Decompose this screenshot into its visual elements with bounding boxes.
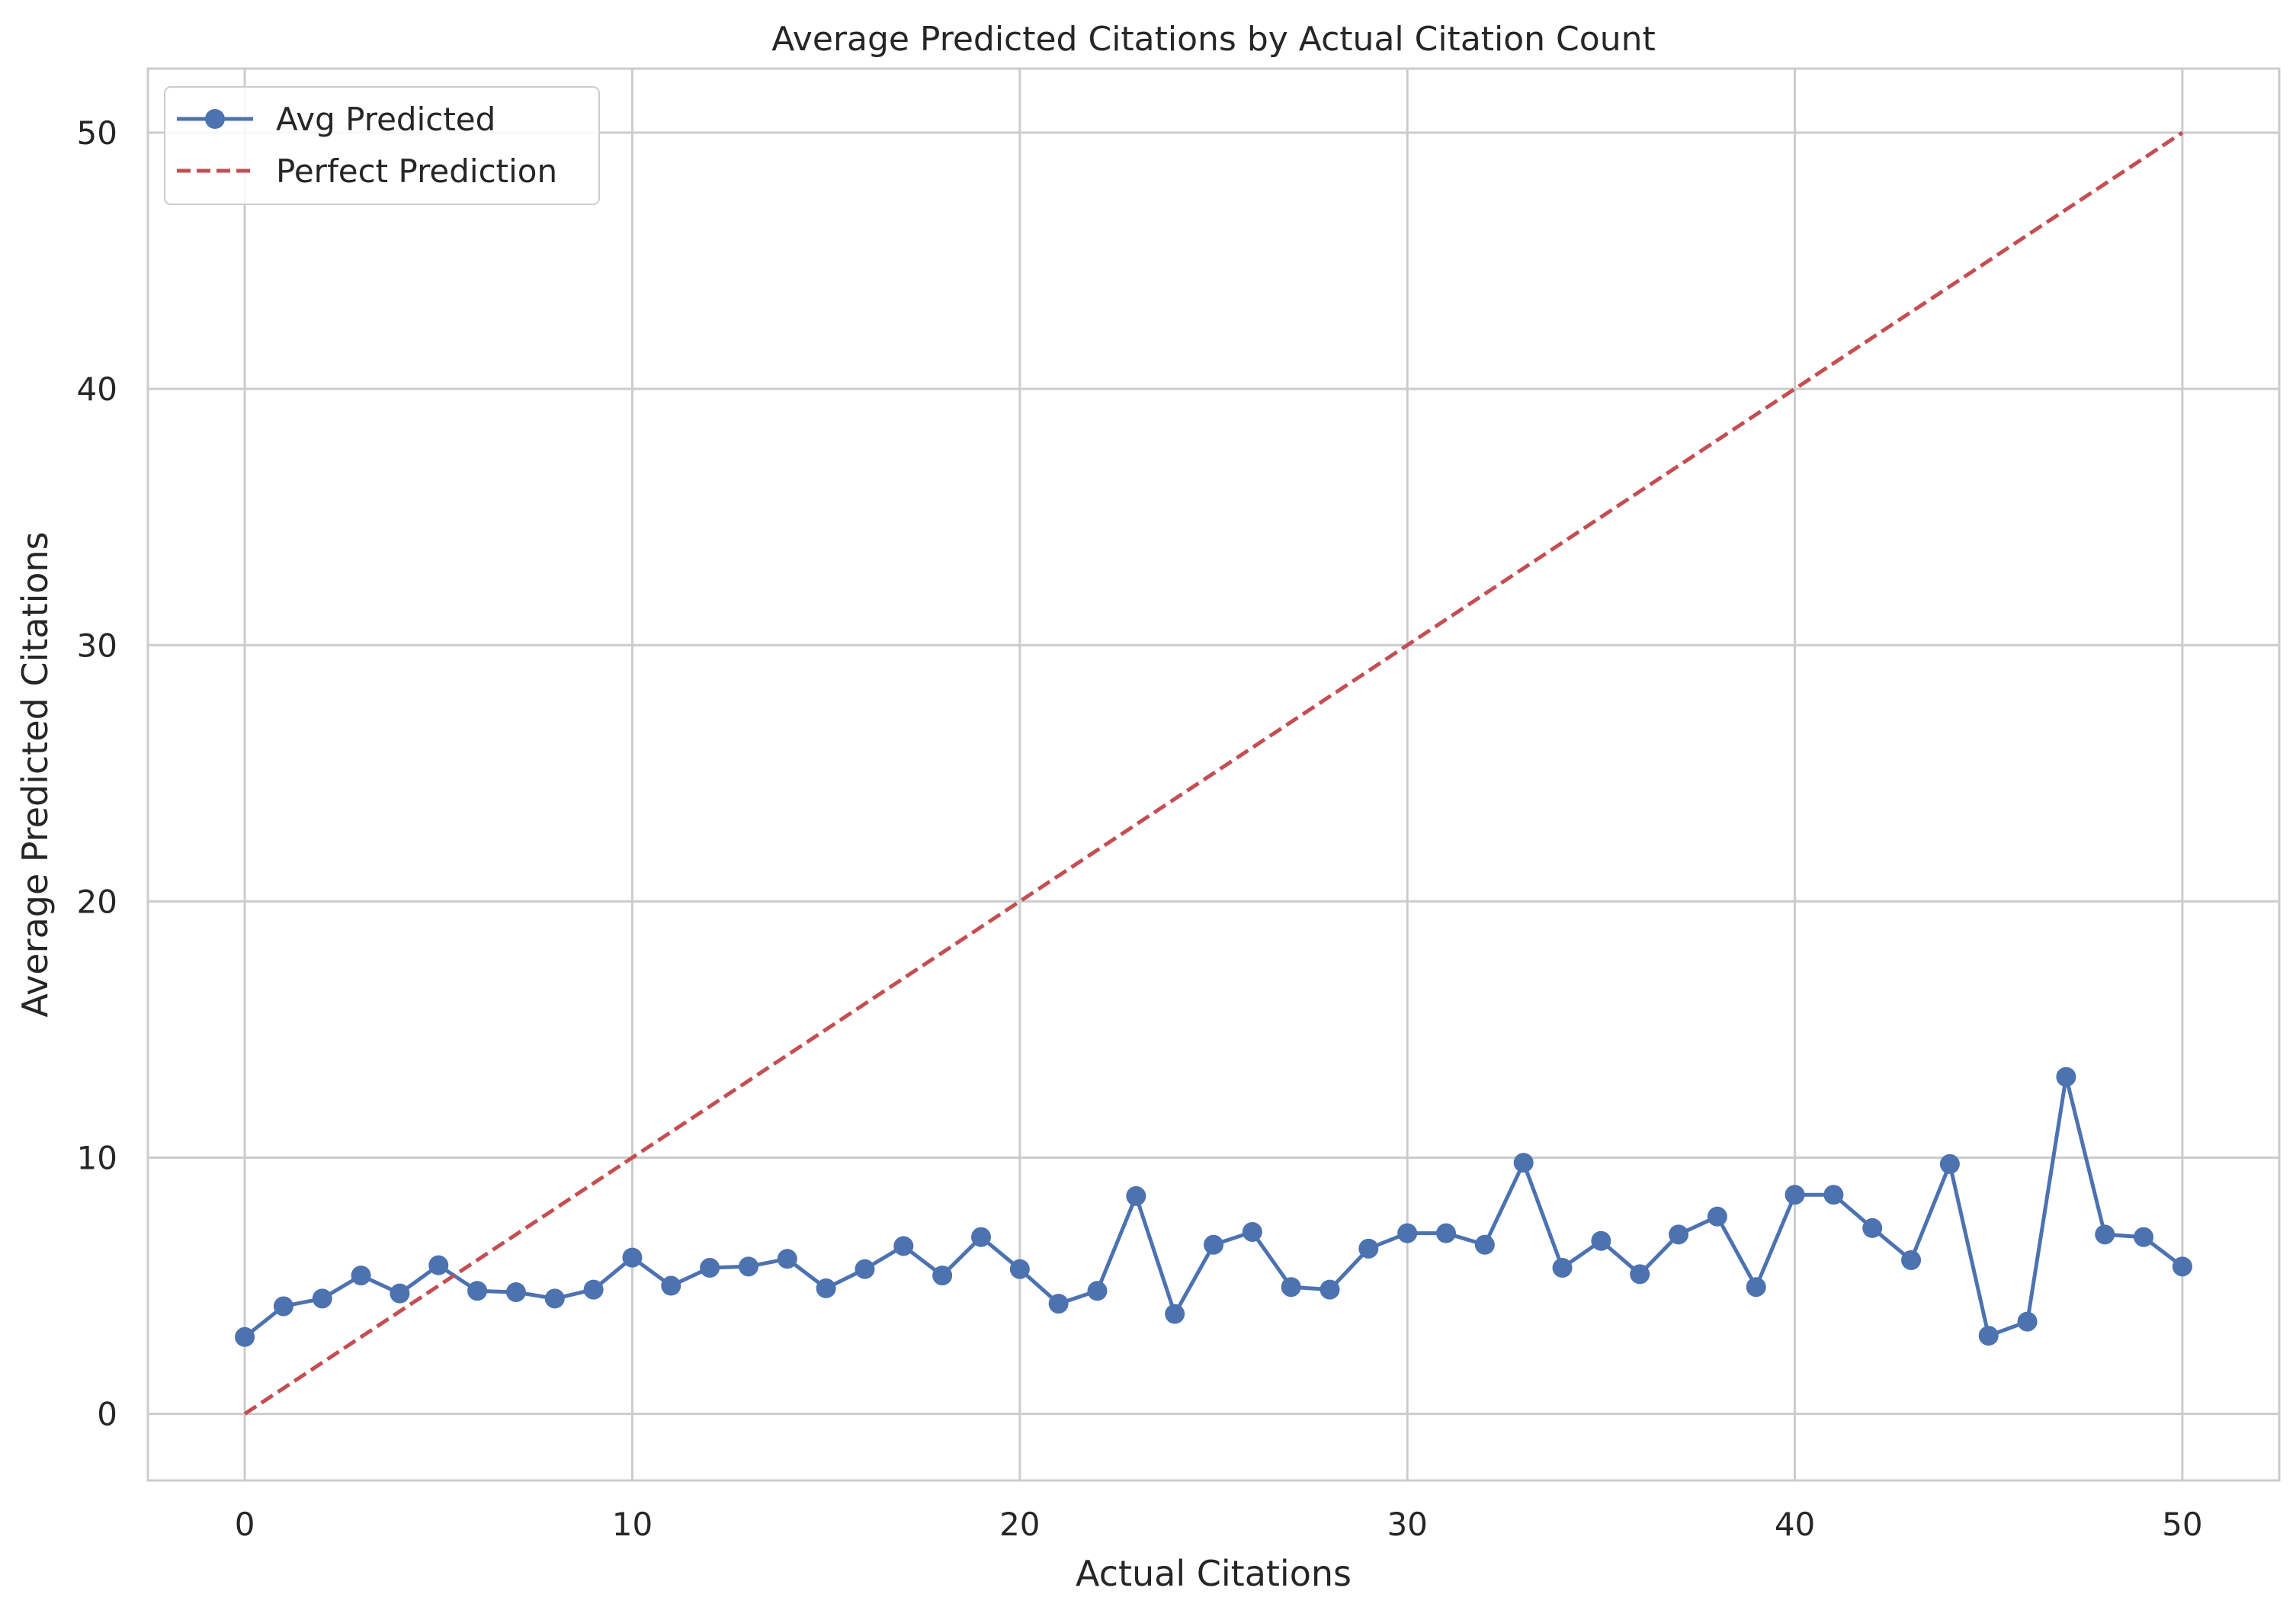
data-point — [1048, 1294, 1069, 1314]
plot-area-frame — [146, 67, 2281, 1482]
data-point — [1009, 1259, 1030, 1279]
x-tick-label: 40 — [1775, 1506, 1815, 1543]
data-point — [1862, 1217, 1883, 1238]
data-point — [1242, 1221, 1262, 1242]
data-point — [1746, 1277, 1766, 1298]
data-point — [661, 1275, 681, 1296]
data-point — [505, 1282, 526, 1302]
legend-label-avg-predicted: Avg Predicted — [276, 101, 495, 138]
series-layer — [235, 130, 2192, 1416]
data-point — [1320, 1279, 1340, 1300]
legend-marker-avg-predicted — [205, 109, 225, 129]
data-point — [1785, 1185, 1805, 1205]
data-point — [738, 1256, 758, 1277]
data-point — [351, 1266, 371, 1286]
y-tick-label: 30 — [77, 627, 117, 664]
series-line-avg-predicted — [243, 1075, 2184, 1339]
data-point — [816, 1278, 836, 1298]
y-tick-label: 40 — [77, 371, 117, 408]
data-point — [1978, 1326, 1999, 1346]
data-point — [1823, 1185, 1844, 1205]
data-point — [273, 1296, 293, 1317]
x-tick-label: 30 — [1387, 1506, 1427, 1543]
legend-label-perfect-prediction: Perfect Prediction — [276, 152, 557, 190]
tick-labels: 0 10 20 30 40 50 0 10 20 30 40 50 — [77, 114, 2203, 1543]
data-point — [390, 1283, 410, 1304]
data-point — [428, 1255, 449, 1275]
data-point — [544, 1288, 565, 1309]
data-point — [2095, 1224, 2115, 1245]
data-point — [2172, 1256, 2192, 1277]
data-point — [1126, 1185, 1146, 1206]
x-tick-label: 20 — [999, 1506, 1040, 1543]
x-tick-label: 50 — [2162, 1506, 2202, 1543]
data-point — [1397, 1223, 1418, 1243]
y-tick-label: 50 — [77, 114, 117, 152]
legend: Avg Predicted Perfect Prediction — [164, 86, 600, 205]
data-point — [970, 1227, 991, 1247]
x-axis-label: Actual Citations — [1076, 1553, 1352, 1594]
data-point — [1707, 1206, 1727, 1227]
data-point — [1630, 1264, 1650, 1285]
data-point — [1939, 1153, 1960, 1174]
y-axis-label: Average Predicted Citations — [14, 531, 56, 1017]
data-point — [312, 1288, 332, 1309]
data-point — [235, 1326, 255, 1347]
y-tick-label: 0 — [97, 1396, 117, 1433]
data-point — [583, 1279, 604, 1300]
data-point — [932, 1266, 953, 1286]
data-point — [1474, 1234, 1495, 1255]
data-point — [1591, 1230, 1611, 1251]
x-tick-label: 0 — [235, 1506, 255, 1543]
data-point — [1901, 1249, 1922, 1270]
data-point — [467, 1281, 488, 1301]
data-point — [622, 1247, 643, 1268]
data-point — [1281, 1277, 1301, 1298]
data-point — [2134, 1227, 2154, 1247]
data-point — [2017, 1311, 2038, 1332]
chart-title: Average Predicted Citations by Actual Ci… — [771, 20, 1655, 59]
data-point — [1165, 1304, 1185, 1324]
data-point — [893, 1236, 914, 1256]
data-point — [1358, 1238, 1379, 1259]
series-line-perfect-prediction — [243, 130, 2184, 1416]
data-point — [1552, 1258, 1573, 1278]
data-point — [777, 1249, 797, 1269]
data-point — [1436, 1223, 1457, 1243]
data-point — [1513, 1153, 1534, 1173]
y-tick-label: 10 — [77, 1139, 117, 1176]
data-point — [1087, 1281, 1108, 1301]
y-tick-label: 20 — [77, 883, 117, 920]
data-point — [700, 1258, 720, 1278]
data-point — [1669, 1224, 1689, 1245]
legend-box — [164, 86, 600, 205]
data-point — [855, 1259, 875, 1279]
data-point — [1204, 1234, 1223, 1255]
data-point — [2056, 1067, 2076, 1087]
x-tick-label: 10 — [612, 1506, 653, 1543]
